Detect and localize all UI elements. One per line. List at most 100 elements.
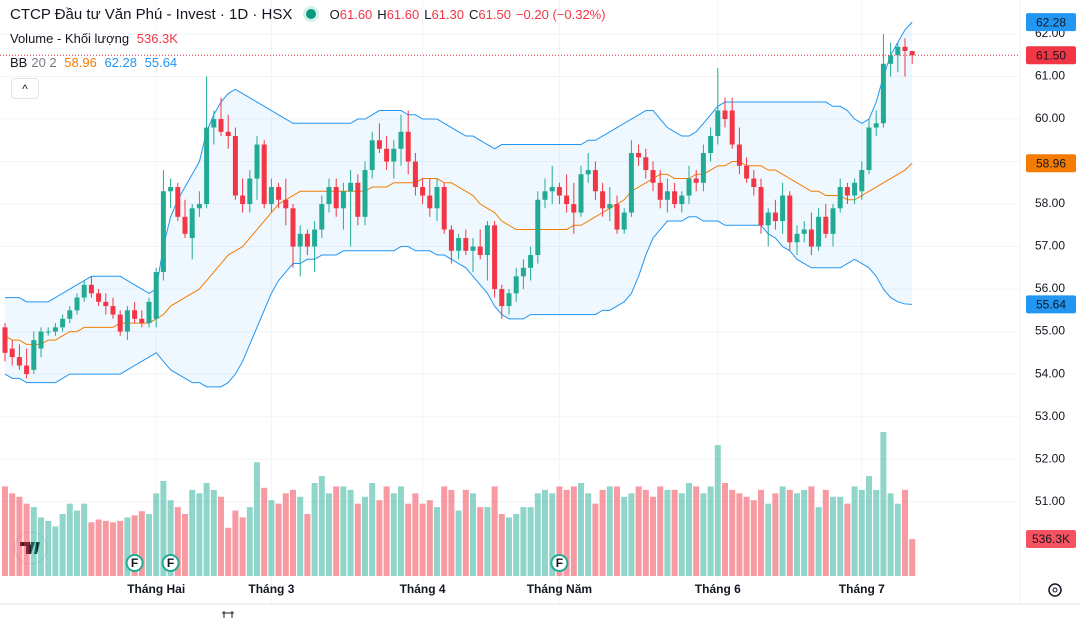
volume-bar [585,493,592,576]
candle-body [657,182,663,200]
y-tick-label: 51.00 [1035,494,1065,508]
x-tick-label: Tháng Năm [527,582,592,596]
volume-bar [801,489,808,576]
volume-bar [232,510,239,576]
volume-bar [707,486,714,576]
volume-bar [909,539,916,576]
legend-bb: BB 20 2 58.96 62.28 55.64 [10,55,181,70]
volume-bar [513,513,520,576]
candle-body [571,204,577,213]
volume-bar [16,496,23,576]
candle-body [204,127,210,205]
ohlc-value: 61.30 [431,7,465,22]
candle-body [556,187,562,196]
candle-body [672,191,678,205]
candle-body [693,178,699,183]
candle-body [268,187,274,205]
volume-bar [354,503,361,576]
volume-bar [664,489,671,576]
candle-body [888,55,894,64]
settings-icon[interactable] [1048,583,1062,597]
candle-body [664,191,670,200]
candle-body [895,46,901,56]
volume-bar [210,489,217,576]
candle-body [808,229,814,247]
candle-body [470,246,476,251]
candle-body [758,187,764,226]
candle-body [780,195,786,222]
candle-body [456,238,462,251]
candle-body [859,170,865,192]
volume-bar [606,486,613,576]
candle-body [182,216,188,234]
volume-bar [246,507,253,576]
volume-bar [621,496,628,576]
ohlc-value: 61.60 [386,7,420,22]
candle-body [391,148,397,162]
volume-bar [167,500,174,576]
candle-body [448,229,454,251]
candle-body [492,225,498,290]
volume-bar [290,489,296,576]
ohlc-key: H [377,7,387,22]
volume-bar [189,489,196,576]
volume-bar [858,489,865,576]
volume-value: 536.3K [136,31,178,46]
volume-bar [549,493,556,576]
volume-bar [160,480,167,576]
candle-body [189,208,195,239]
candle-body [736,144,742,166]
volume-bar [822,489,829,576]
candle-body [369,140,375,171]
volume-bar [441,486,448,576]
volume-bar [614,486,620,576]
candle-body [405,131,411,162]
volume-bar [268,500,275,576]
candle-body [398,131,404,149]
candle-body [139,318,145,324]
candle-body [312,229,318,247]
volume-bar [38,517,44,576]
event-marker [161,554,180,572]
bb-label: BB [10,55,28,70]
candle-body [765,212,771,226]
candle-body [520,267,526,277]
ohlc-key: −0.20 (−0.32%) [515,7,606,22]
ohlc-key: C [469,7,479,22]
volume-bar [599,489,606,576]
x-tick-label: Tháng 6 [695,582,741,596]
candle-body [866,127,872,171]
candle-body [297,233,303,247]
volume-bar [520,507,527,576]
candle-body [700,153,706,183]
volume-bar [650,496,656,576]
x-tick-label: Tháng 7 [839,582,885,596]
volume-bar [203,482,210,576]
candle-body [708,136,714,154]
collapse-button[interactable]: ^ [11,78,39,99]
ohlc-legend: O61.60 H61.60 L61.30 C61.50 −0.20 (−0.32%) [330,7,611,22]
event-marker [125,554,144,572]
candle-body [412,161,418,188]
volume-bar [657,486,664,576]
volume-bar [815,507,822,576]
volume-bar [794,493,800,576]
candle-body [542,191,548,200]
volume-bar [837,496,844,576]
volume-bar [887,493,894,576]
bb-upper-value: 62.28 [104,55,137,70]
volume-bar [808,486,815,576]
volume-bar [282,493,289,576]
candle-body [844,187,850,196]
volume-bar [779,486,786,576]
last-value-label: 536.3K [1032,532,1070,546]
volume-bar [484,507,491,576]
candle-body [643,157,649,171]
volume-bar [880,432,887,576]
candle-body [420,187,426,196]
volume-bar [88,522,95,576]
volume-bar [873,489,880,576]
volume-bar [729,489,736,576]
scroll-handle[interactable] [222,611,234,618]
